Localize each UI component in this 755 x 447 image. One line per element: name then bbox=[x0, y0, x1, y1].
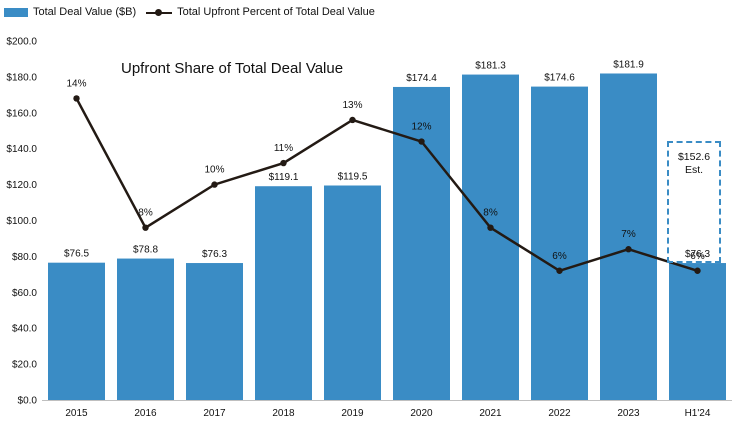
bar-value-label: $76.5 bbox=[64, 249, 89, 260]
line-point bbox=[280, 159, 287, 167]
bar bbox=[324, 185, 381, 400]
bar-value-label: $174.4 bbox=[406, 73, 437, 84]
y-tick-label: $0.0 bbox=[18, 396, 38, 407]
y-tick-label: $60.0 bbox=[12, 288, 37, 299]
line-point bbox=[694, 267, 701, 274]
bar-value-label: $119.1 bbox=[269, 172, 299, 183]
bar-value-label: $181.9 bbox=[613, 59, 644, 70]
estimate-note: Est. bbox=[684, 164, 704, 176]
y-tick-label: $100.0 bbox=[6, 216, 37, 227]
line-point bbox=[625, 246, 632, 253]
line-value-label: 10% bbox=[204, 165, 224, 176]
legend-item-upfront-percent: Total Upfront Percent of Total Deal Valu… bbox=[146, 6, 375, 18]
bar bbox=[117, 258, 174, 400]
line-value-label: 13% bbox=[342, 100, 362, 111]
chart-title: Upfront Share of Total Deal Value bbox=[121, 60, 344, 77]
estimate-text: $152.6 Est. bbox=[669, 151, 719, 177]
x-tick-label: H1'24 bbox=[685, 408, 711, 419]
line-value-label: 11% bbox=[274, 143, 293, 154]
bar-value-label: $78.8 bbox=[133, 245, 158, 256]
data-labels: $76.5 $78.8 $76.3 $119.1 $119.5 $174.4 $181.3 $… bbox=[64, 59, 710, 261]
line-value-label: 8% bbox=[483, 208, 498, 219]
line-value-label: 6% bbox=[690, 251, 705, 262]
y-axis: $0.0 $20.0 $40.0 $60.0 $80.0 $100.0 $120.0 $140… bbox=[6, 37, 732, 419]
bar-series bbox=[48, 73, 726, 401]
line-value-label: 8% bbox=[138, 208, 153, 219]
line-value-label: 14% bbox=[66, 78, 86, 89]
bar bbox=[393, 86, 450, 401]
x-tick-label: 2019 bbox=[341, 408, 364, 419]
legend-line-label: Total Upfront Percent of Total Deal Valu… bbox=[177, 6, 375, 18]
y-tick-label: $160.0 bbox=[6, 108, 37, 119]
line-point bbox=[211, 181, 218, 188]
bar bbox=[255, 186, 312, 400]
bar bbox=[531, 86, 588, 400]
bar bbox=[186, 263, 243, 400]
bar-value-label: $76.3 bbox=[202, 249, 227, 260]
y-tick-label: $40.0 bbox=[12, 324, 37, 335]
legend-line-swatch bbox=[146, 8, 173, 17]
x-tick-label: 2022 bbox=[548, 408, 571, 419]
bar-value-label: $181.3 bbox=[475, 61, 506, 72]
x-tick-label: 2021 bbox=[479, 408, 502, 419]
legend: Total Deal Value ($B) Total Upfront Perc… bbox=[4, 6, 385, 18]
x-tick-label: 2015 bbox=[65, 408, 88, 419]
x-tick-label: 2023 bbox=[617, 408, 640, 419]
y-tick-label: $20.0 bbox=[12, 360, 37, 371]
legend-item-deal-value: Total Deal Value ($B) bbox=[4, 6, 136, 18]
y-tick-label: $140.0 bbox=[6, 144, 37, 155]
estimate-value-label: $152.6 bbox=[677, 151, 711, 163]
bar-value-label: $119.5 bbox=[338, 171, 368, 182]
y-tick-label: $80.0 bbox=[12, 252, 37, 263]
line-path bbox=[75, 97, 698, 273]
bar bbox=[600, 73, 657, 400]
bar bbox=[669, 263, 726, 400]
estimate-box: $152.6 Est. bbox=[667, 141, 721, 263]
legend-bar-label: Total Deal Value ($B) bbox=[33, 6, 137, 18]
bar bbox=[462, 74, 519, 400]
bar-value-label: $76.3 bbox=[685, 249, 710, 260]
line-point bbox=[349, 116, 356, 124]
line-value-label: 7% bbox=[621, 229, 636, 240]
line-value-label: 12% bbox=[411, 122, 431, 133]
line-value-label: 6% bbox=[552, 251, 567, 262]
line-point bbox=[487, 224, 494, 231]
legend-bar-swatch bbox=[4, 7, 28, 17]
bar bbox=[48, 262, 105, 400]
bar-value-label: $174.6 bbox=[544, 73, 575, 84]
x-tick-label: 2018 bbox=[272, 408, 295, 419]
line-point bbox=[556, 267, 563, 274]
line-point bbox=[418, 138, 425, 145]
y-tick-label: $120.0 bbox=[6, 180, 37, 191]
line-point bbox=[73, 95, 80, 102]
line-series bbox=[73, 95, 701, 274]
line-point bbox=[142, 224, 149, 231]
x-tick-label: 2017 bbox=[203, 408, 226, 419]
x-tick-label: 2016 bbox=[134, 408, 157, 419]
y-tick-label: $200.0 bbox=[6, 37, 37, 48]
y-tick-label: $180.0 bbox=[6, 72, 37, 83]
x-tick-label: 2020 bbox=[410, 408, 433, 419]
